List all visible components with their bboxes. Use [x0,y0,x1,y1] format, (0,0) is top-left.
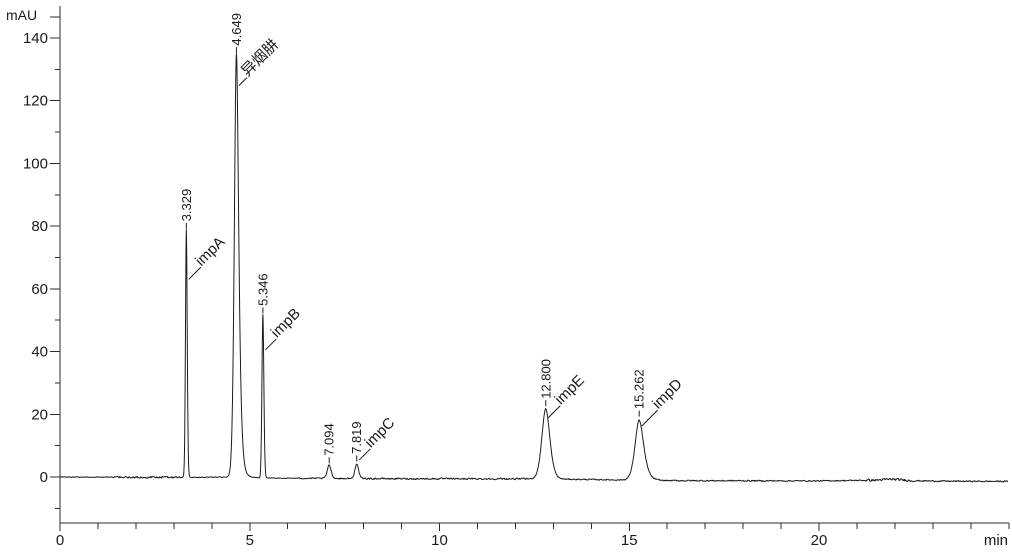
y-tick-label-0: 0 [40,469,48,486]
peak-name-leader-line [547,405,561,419]
peak-rt-label: 4.649 [229,13,244,46]
peak-name-label: impE [552,372,588,408]
x-tick-label-5: 5 [246,532,254,549]
x-axis-unit-label: min [984,532,1008,549]
y-tick-label-60: 60 [31,281,48,298]
x-tick-label-0: 0 [56,532,64,549]
peak-rt-label: 7.094 [322,423,337,456]
signal-trace [59,53,1009,483]
x-tick-label-10: 10 [431,532,448,549]
x-tick-label-20: 20 [811,532,828,549]
y-tick-label-100: 100 [23,155,48,172]
peak-name-label: 异烟肼 [238,36,282,80]
peak-rt-label: 3.329 [179,189,194,222]
peak-name-label: impC [362,414,399,451]
peak-name-leader-line [238,77,248,86]
peak-rt-label: 12.800 [538,359,553,399]
peak-name-leader-line [265,338,277,351]
chromatogram-trace-path [59,53,1009,483]
peak-name-label: impA [192,233,228,269]
x-tick-label-15: 15 [621,532,638,549]
y-tick-label-80: 80 [31,218,48,235]
axes: 0 5 10 15 20 0 20 40 60 80 100 120 140 [23,6,1010,549]
y-tick-label-140: 140 [23,30,48,47]
peak-rt-label: 7.819 [349,421,364,454]
peak-name-leader-line [641,409,659,427]
peak-name-label: impB [268,305,304,341]
y-tick-label-40: 40 [31,344,48,361]
peak-name-leader-line [188,266,202,280]
y-axis-unit-label: mAU [6,7,37,23]
peak-name-label: impD [649,376,686,413]
y-tick-label-20: 20 [31,406,48,423]
peak-rt-label: 15.262 [632,369,647,409]
peak-name-leader-line [358,448,371,461]
peak-rt-label: 5.346 [255,273,270,306]
y-tick-label-120: 120 [23,93,48,110]
